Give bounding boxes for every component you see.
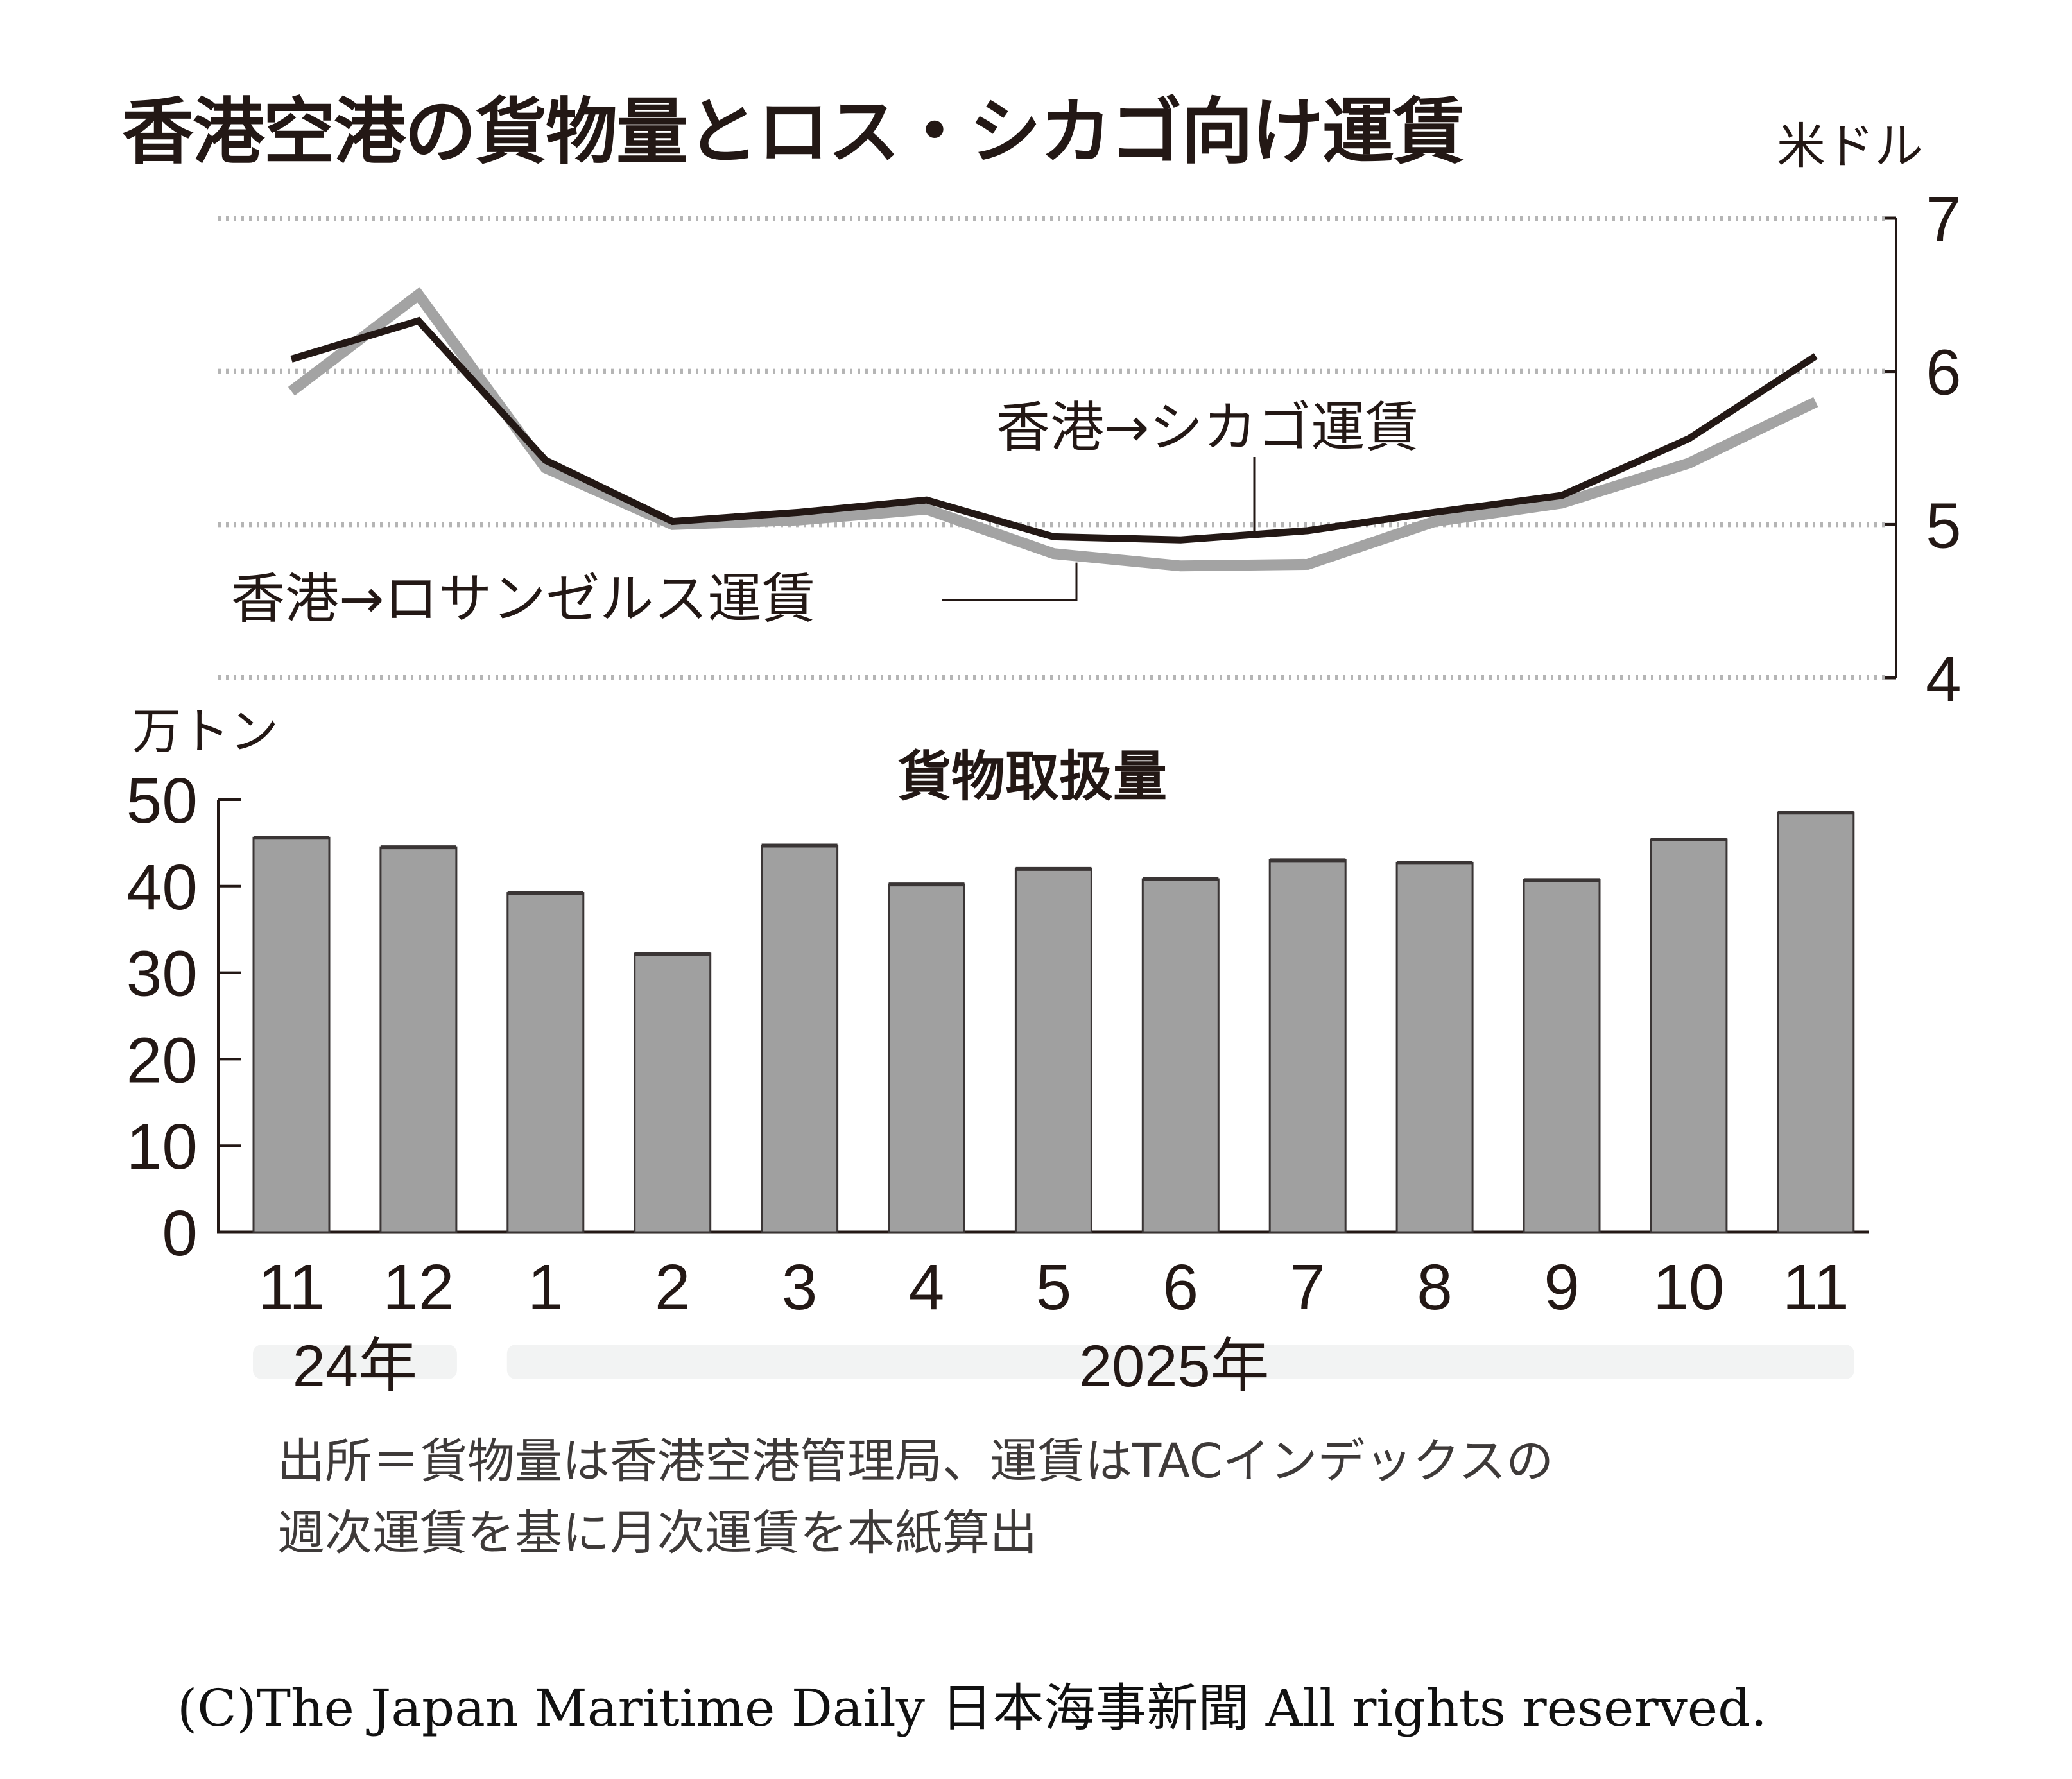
bar bbox=[761, 844, 839, 1233]
bar bbox=[506, 892, 585, 1233]
x-tick-label: 12 bbox=[383, 1251, 454, 1323]
copyright-notice: (C)The Japan Maritime Daily 日本海事新聞 All r… bbox=[177, 1678, 1767, 1738]
x-tick-label: 2 bbox=[655, 1251, 691, 1323]
x-tick-label: 9 bbox=[1544, 1251, 1580, 1323]
line-chart-gridlines bbox=[218, 216, 1885, 680]
source-note-line-1: 出所＝貨物量は香港空港管理局、運賃はTACインデックスの bbox=[277, 1434, 1554, 1489]
y-tick-label: 5 bbox=[1926, 490, 1962, 562]
y-tick-label: 40 bbox=[126, 852, 198, 924]
line-chart-y-axis: 4 5 6 7 bbox=[1885, 184, 1962, 715]
line-chart-series bbox=[288, 287, 1818, 572]
y-tick-label: 20 bbox=[126, 1024, 198, 1096]
x-tick-label: 4 bbox=[909, 1251, 945, 1323]
y-tick-label: 50 bbox=[126, 765, 198, 837]
year-band bbox=[253, 1345, 457, 1379]
y-tick-label: 6 bbox=[1926, 337, 1962, 409]
y-tick-label: 7 bbox=[1926, 184, 1962, 255]
year-label: 2025年 bbox=[1079, 1334, 1270, 1399]
x-tick-label: 6 bbox=[1162, 1251, 1198, 1323]
bar bbox=[252, 836, 331, 1233]
y-tick-label: 4 bbox=[1926, 643, 1962, 715]
bar bbox=[1141, 878, 1220, 1233]
x-axis-year-groups: 24年 2025年 bbox=[253, 1334, 1854, 1399]
bar bbox=[379, 846, 458, 1233]
bar-y-axis-unit: 万トン bbox=[132, 703, 279, 760]
year-band bbox=[506, 1345, 1854, 1379]
x-tick-label: 7 bbox=[1290, 1251, 1325, 1323]
y-tick-label: 0 bbox=[162, 1198, 198, 1269]
source-note-line-2: 週次運賃を基に月次運賃を本紙算出 bbox=[277, 1506, 1037, 1561]
chart-title: 香港空港の貨物量とロス・シカゴ向け運賃 bbox=[122, 90, 1465, 174]
y-tick-label: 30 bbox=[126, 938, 198, 1010]
bar-chart-title: 貨物取扱量 bbox=[897, 745, 1168, 808]
bar bbox=[888, 883, 965, 1233]
x-tick-label: 10 bbox=[1653, 1251, 1724, 1323]
x-tick-label: 11 bbox=[1783, 1251, 1849, 1323]
bar-chart-bars bbox=[252, 811, 1855, 1233]
line-y-axis-unit: 米ドル bbox=[1777, 117, 1923, 175]
bar bbox=[1523, 879, 1601, 1233]
bar bbox=[1014, 868, 1092, 1233]
bar bbox=[1395, 861, 1474, 1233]
x-tick-label: 5 bbox=[1036, 1251, 1072, 1323]
year-label: 24年 bbox=[293, 1334, 417, 1399]
series-label-chicago: 香港→シカゴ運賃 bbox=[996, 396, 1419, 459]
x-tick-label: 1 bbox=[528, 1251, 564, 1323]
bar bbox=[1650, 838, 1728, 1233]
bar bbox=[1268, 859, 1347, 1233]
bar bbox=[634, 952, 712, 1233]
y-tick-label: 10 bbox=[126, 1111, 198, 1183]
series-label-los-angeles: 香港→ロサンゼルス運賃 bbox=[231, 567, 815, 630]
leader-line-los-angeles bbox=[942, 562, 1078, 601]
x-tick-label: 3 bbox=[782, 1251, 818, 1323]
x-tick-label: 11 bbox=[258, 1251, 325, 1323]
x-tick-label: 8 bbox=[1417, 1251, 1453, 1323]
bar bbox=[1777, 811, 1855, 1233]
x-axis-month-labels: 11 12 1 2 3 4 5 6 7 8 9 10 11 bbox=[258, 1251, 1849, 1323]
